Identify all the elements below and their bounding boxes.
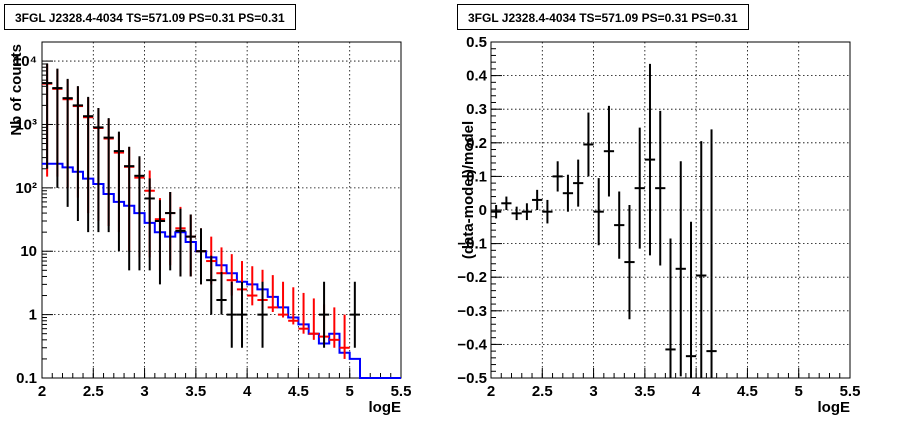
x-tick-label: 2.5 <box>83 383 104 400</box>
counts-panel: 2 2.5 3 3.5 4 4.5 5 5.5 logE 0.1 1 10 10² 10³ 10⁴ Nb of… <box>4 4 412 416</box>
x-tick-label: 3.5 <box>185 383 206 400</box>
y-tick-label: −0.1 <box>457 236 487 253</box>
x-tick-label: 2.5 <box>532 383 553 400</box>
residual-chart-title: 3FGL J2328.4-4034 TS=571.09 PS=0.31 PS=0… <box>457 4 749 30</box>
y-tick-label: −0.2 <box>457 269 487 286</box>
residual-panel: 2 2.5 3 3.5 4 4.5 5 5.5 logE −0.5 −0.4 −0.3 −0.2 −0.1… <box>449 0 898 421</box>
plot-frame <box>41 41 402 379</box>
x-axis-label: logE <box>369 399 402 416</box>
y-tick-label: 1 <box>29 307 37 324</box>
x-tick-label: 2 <box>487 383 495 400</box>
y-tick-label: 10⁴ <box>13 53 37 70</box>
y-tick-label: 10³ <box>15 116 37 133</box>
model-histogram-line <box>42 162 401 379</box>
y-tick-label: 0.5 <box>466 34 487 51</box>
y-tick-label: 0 <box>479 202 487 219</box>
x-tick-label: 4 <box>692 383 701 400</box>
y-tick-label: 0.1 <box>466 168 487 185</box>
x-axis-label: logE <box>818 399 851 416</box>
x-tick-label: 2 <box>38 383 46 400</box>
y-axis-label: Nb of counts <box>8 44 25 136</box>
x-tick-label: 3 <box>589 383 597 400</box>
x-tick-label: 3 <box>140 383 148 400</box>
x-tick-label: 5 <box>795 383 803 400</box>
y-tick-label: −0.4 <box>457 336 487 353</box>
x-tick-label: 5 <box>346 383 354 400</box>
x-tick-label: 4.5 <box>288 383 309 400</box>
x-tick-label: 5.5 <box>391 383 412 400</box>
x-tick-label: 4.5 <box>737 383 758 400</box>
y-tick-label: 10 <box>20 243 37 260</box>
x-tick-label: 5.5 <box>840 383 861 400</box>
y-tick-label: 0.3 <box>466 101 487 118</box>
x-tick-label: 4 <box>243 383 252 400</box>
y-tick-label: 0.2 <box>466 135 487 152</box>
y-tick-label: −0.3 <box>457 303 487 320</box>
y-tick-label: −0.5 <box>457 370 487 387</box>
y-axis-label: (data-model)/model <box>460 121 477 259</box>
y-tick-label: 0.4 <box>466 68 488 85</box>
counts-chart-title: 3FGL J2328.4-4034 TS=571.09 PS=0.31 PS=0… <box>4 4 296 30</box>
y-tick-label: 0.1 <box>16 370 37 387</box>
x-tick-label: 3.5 <box>634 383 655 400</box>
y-tick-label: 10² <box>15 180 37 197</box>
